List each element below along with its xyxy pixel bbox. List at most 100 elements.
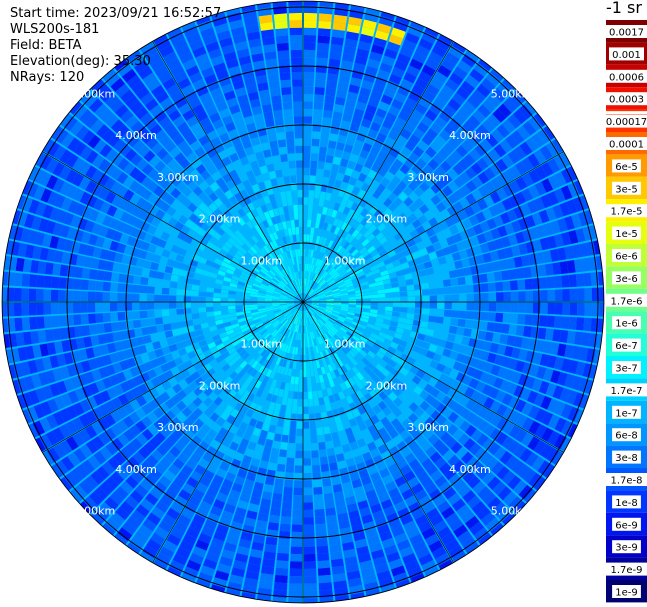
- range-bin: [408, 501, 421, 514]
- range-bin: [232, 435, 242, 445]
- range-bin: [416, 354, 426, 363]
- range-bin: [332, 292, 341, 296]
- ray: [272, 310, 303, 603]
- range-bin: [459, 184, 471, 197]
- range-bin: [494, 354, 504, 366]
- range-bin: [297, 317, 300, 326]
- range-bin: [363, 111, 375, 122]
- range-bin: [340, 295, 349, 298]
- range-bin: [524, 101, 537, 115]
- range-bin: [285, 131, 294, 140]
- range-bin: [292, 197, 298, 206]
- range-bin: [389, 254, 399, 263]
- range-bin: [593, 349, 600, 364]
- range-bin: [373, 209, 383, 219]
- range-bin: [181, 197, 192, 208]
- range-bin: [477, 393, 488, 406]
- range-bin: [321, 326, 327, 333]
- range-bin: [400, 242, 410, 251]
- range-bin: [471, 89, 486, 103]
- range-bin: [52, 427, 65, 442]
- range-bin: [170, 228, 181, 238]
- range-bin: [321, 342, 327, 351]
- range-bin: [214, 315, 223, 321]
- range-bin: [283, 310, 290, 316]
- range-bin: [298, 256, 301, 264]
- range-bin: [283, 175, 291, 184]
- range-bin: [408, 202, 419, 213]
- ray: [2, 302, 295, 317]
- range-bin: [476, 233, 487, 244]
- range-bin: [300, 256, 303, 264]
- range-bin: [390, 321, 399, 327]
- range-bin: [415, 546, 430, 559]
- range-bin: [400, 78, 414, 90]
- range-bin: [261, 142, 270, 151]
- range-bin: [378, 213, 388, 223]
- range-bin: [273, 308, 281, 312]
- range-bin: [274, 289, 282, 294]
- range-bin: [283, 328, 289, 337]
- range-bin: [408, 458, 421, 470]
- ray: [91, 308, 298, 525]
- range-bin: [308, 308, 315, 314]
- range-bin: [268, 193, 276, 203]
- range-bin: [534, 165, 547, 180]
- range-bin: [191, 307, 199, 314]
- range-bin: [573, 392, 585, 408]
- range-bin: [441, 197, 453, 209]
- range-bin: [299, 325, 302, 333]
- range-bin: [465, 50, 479, 62]
- range-bin: [177, 247, 187, 257]
- range-bin: [377, 400, 388, 411]
- range-bin: [176, 302, 184, 309]
- range-bin: [186, 441, 198, 452]
- range-bin: [422, 428, 434, 440]
- range-bin: [346, 23, 361, 34]
- range-bin: [322, 325, 329, 332]
- range-bin: [427, 322, 436, 330]
- range-bin: [150, 235, 160, 246]
- range-bin: [368, 282, 377, 288]
- range-bin: [388, 392, 398, 402]
- range-bin: [174, 520, 188, 533]
- range-bin: [236, 445, 247, 455]
- range-bin: [182, 109, 195, 121]
- range-bin: [272, 240, 279, 248]
- range-bin: [424, 199, 436, 210]
- range-bin: [359, 396, 368, 406]
- range-bin: [262, 558, 275, 568]
- range-bin: [166, 158, 179, 171]
- range-bin: [233, 202, 242, 212]
- range-bin: [248, 503, 260, 513]
- range-bin: [85, 347, 95, 359]
- range-bin: [469, 521, 485, 536]
- range-bin: [163, 370, 174, 380]
- range-bin: [80, 291, 88, 302]
- ray: [305, 310, 395, 593]
- range-bin: [277, 373, 284, 382]
- range-bin: [424, 482, 438, 495]
- range-bin: [215, 240, 224, 249]
- range-bin: [312, 116, 322, 125]
- range-bin: [182, 483, 195, 495]
- range-bin: [493, 446, 507, 461]
- range-bin: [571, 345, 582, 360]
- range-bin: [328, 417, 336, 426]
- range-bin: [180, 225, 191, 235]
- range-bin: [190, 371, 201, 381]
- range-bin: [309, 361, 314, 370]
- range-bin: [375, 108, 387, 119]
- range-bin: [377, 310, 386, 315]
- range-bin: [557, 218, 568, 232]
- range-bin: [449, 350, 459, 361]
- range-bin: [318, 306, 326, 310]
- range-bin: [318, 441, 326, 451]
- range-bin: [380, 584, 395, 593]
- range-bin: [197, 572, 213, 584]
- range-bin: [540, 302, 548, 314]
- range-bin: [216, 343, 225, 351]
- range-bin: [374, 437, 385, 448]
- range-bin: [296, 428, 303, 437]
- range-bin: [422, 221, 432, 231]
